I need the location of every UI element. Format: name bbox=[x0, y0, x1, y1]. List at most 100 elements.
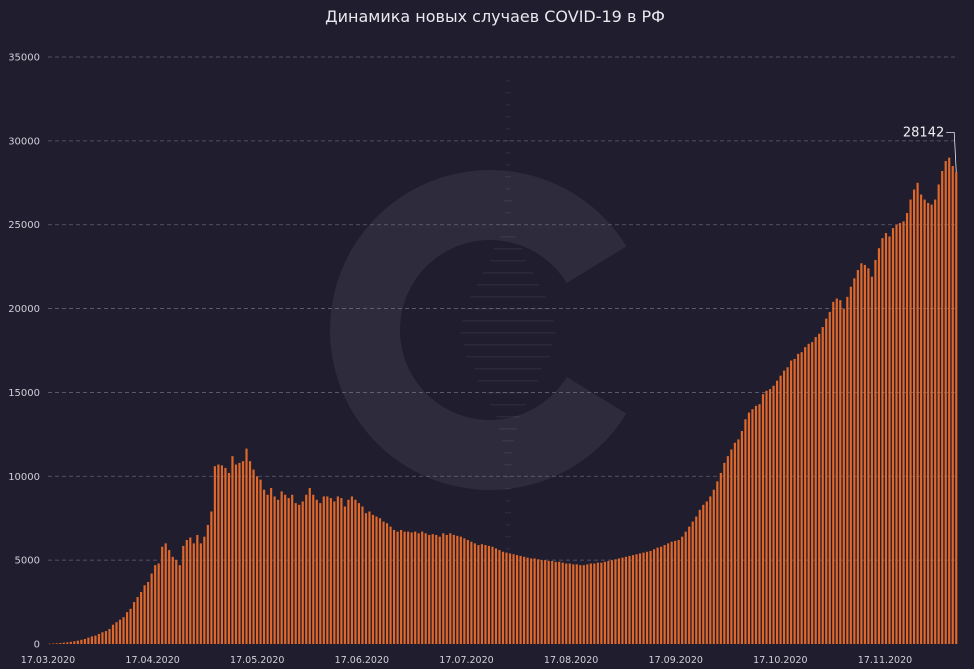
bar bbox=[132, 602, 136, 644]
watermark-wave-line bbox=[505, 176, 511, 178]
watermark-wave-line bbox=[490, 260, 526, 262]
bar bbox=[220, 465, 224, 644]
y-tick-label: 5000 bbox=[15, 556, 40, 567]
bar bbox=[909, 199, 912, 645]
bar bbox=[231, 456, 234, 644]
watermark-wave-line bbox=[496, 416, 520, 418]
bar bbox=[294, 503, 297, 644]
bar bbox=[793, 358, 796, 644]
bar bbox=[856, 269, 859, 644]
bar bbox=[505, 552, 508, 644]
bar bbox=[565, 563, 568, 644]
bar bbox=[902, 221, 905, 645]
bar bbox=[881, 238, 884, 645]
bar bbox=[934, 199, 937, 645]
bar bbox=[322, 496, 325, 644]
bar bbox=[730, 449, 733, 644]
bar bbox=[593, 563, 596, 644]
watermark-wave-line bbox=[490, 404, 526, 406]
bar bbox=[445, 534, 448, 644]
bar bbox=[266, 494, 269, 644]
bar bbox=[234, 464, 238, 644]
watermark-c-shape bbox=[330, 169, 627, 490]
watermark-wave-line bbox=[506, 128, 510, 130]
bar bbox=[466, 540, 469, 644]
bar bbox=[638, 553, 642, 644]
bar bbox=[48, 643, 51, 645]
bar bbox=[396, 531, 399, 644]
bar bbox=[80, 639, 83, 644]
bar bbox=[157, 563, 160, 644]
bar bbox=[656, 547, 659, 644]
bar bbox=[403, 531, 406, 644]
bar bbox=[891, 228, 895, 644]
x-tick-label: 17.08.2020 bbox=[544, 655, 598, 666]
bar bbox=[726, 456, 729, 644]
bar bbox=[87, 637, 90, 644]
bar bbox=[698, 509, 701, 644]
bar bbox=[607, 560, 610, 644]
x-tick-label: 17.05.2020 bbox=[230, 655, 284, 666]
watermark-wave-line bbox=[503, 452, 513, 454]
watermark-wave-line bbox=[500, 224, 516, 226]
bar bbox=[681, 536, 684, 644]
bar bbox=[537, 559, 540, 644]
bar bbox=[343, 506, 346, 644]
bar bbox=[389, 526, 392, 644]
bar bbox=[818, 333, 821, 644]
bar bbox=[424, 533, 427, 644]
bar bbox=[336, 496, 339, 644]
bar bbox=[575, 564, 578, 644]
bar bbox=[62, 642, 65, 644]
bar bbox=[948, 157, 951, 644]
bar bbox=[751, 409, 754, 644]
bar bbox=[811, 342, 814, 644]
bar bbox=[442, 533, 445, 644]
bar bbox=[73, 641, 76, 644]
bar bbox=[596, 562, 599, 644]
y-tick-label: 10000 bbox=[8, 472, 40, 483]
bar bbox=[719, 472, 722, 644]
annotation-label: 28142 bbox=[903, 125, 944, 140]
bar bbox=[937, 184, 940, 644]
watermark-wave-line bbox=[505, 140, 511, 142]
bar bbox=[329, 498, 332, 644]
bar bbox=[547, 560, 550, 644]
bar bbox=[480, 544, 484, 644]
bar bbox=[621, 557, 624, 644]
bar bbox=[610, 560, 614, 644]
watermark-wave-line bbox=[465, 356, 551, 358]
bar bbox=[143, 585, 146, 644]
bar bbox=[378, 518, 382, 644]
x-axis-ticks: 17.03.2020 17.04.2020 17.05.2020 17.06.2020… bbox=[21, 655, 912, 666]
bar bbox=[624, 556, 628, 644]
bar bbox=[695, 516, 698, 644]
bar bbox=[951, 166, 954, 644]
bar bbox=[920, 194, 923, 645]
watermark-wave-line bbox=[505, 116, 511, 118]
bar bbox=[435, 534, 438, 644]
bar bbox=[600, 562, 603, 644]
bar bbox=[248, 461, 252, 644]
bar bbox=[213, 466, 216, 644]
watermark-wave-line bbox=[506, 80, 510, 82]
bar bbox=[533, 558, 536, 644]
bar bbox=[821, 327, 824, 644]
bar bbox=[747, 412, 751, 644]
bar bbox=[192, 543, 195, 644]
y-tick-label: 0 bbox=[34, 640, 40, 651]
bar bbox=[301, 501, 304, 644]
bar bbox=[761, 394, 765, 644]
bar bbox=[898, 223, 902, 644]
watermark-wave-line bbox=[463, 344, 553, 346]
bar bbox=[498, 550, 501, 644]
bar bbox=[765, 390, 768, 644]
watermark-wave-line bbox=[477, 284, 539, 286]
bar bbox=[519, 555, 522, 644]
bar bbox=[691, 521, 694, 644]
grid-lines bbox=[48, 56, 958, 561]
bar bbox=[797, 353, 800, 644]
bar bbox=[572, 564, 575, 644]
bar bbox=[206, 524, 209, 644]
bar bbox=[849, 286, 852, 644]
